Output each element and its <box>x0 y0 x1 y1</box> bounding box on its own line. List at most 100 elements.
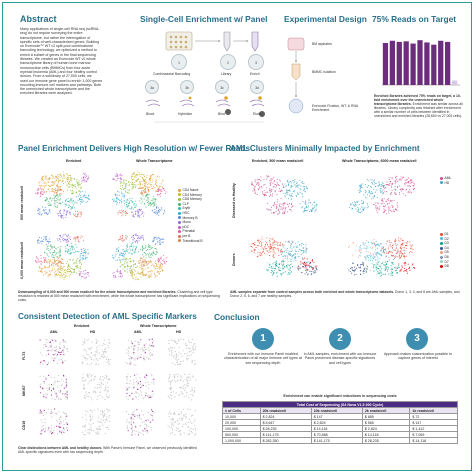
feature-point <box>90 358 92 360</box>
feature-point <box>56 345 58 347</box>
umap-point <box>51 174 53 176</box>
umap-point <box>262 251 264 254</box>
umap-point <box>63 175 65 177</box>
feature-point <box>84 380 86 382</box>
umap-point <box>373 256 375 259</box>
umap-point <box>49 260 51 262</box>
umap-point <box>392 210 394 213</box>
umap-point <box>129 198 131 200</box>
feature-point <box>89 414 91 416</box>
umap-point <box>289 270 291 272</box>
umap-point <box>58 250 60 252</box>
umap-point <box>409 244 411 246</box>
umap-point <box>278 248 280 250</box>
umap-point <box>55 180 57 182</box>
feature-point <box>55 393 57 395</box>
umap-point <box>65 248 67 250</box>
legend-label: CD8 Memory <box>182 197 202 202</box>
umap-point <box>154 200 156 202</box>
umap-point <box>81 275 84 278</box>
feature-point <box>88 423 90 425</box>
umap-point <box>261 185 263 187</box>
umap-point <box>53 257 55 259</box>
umap-point <box>87 179 89 181</box>
umap-point <box>278 184 280 186</box>
umap-point <box>138 212 140 214</box>
umap-point <box>152 252 154 254</box>
conclusion-2-badge: 2 <box>329 328 351 350</box>
feature-point <box>51 425 53 427</box>
umap-point <box>359 266 361 268</box>
umap-point <box>377 203 379 205</box>
umap-aml-enriched-disease <box>251 175 318 215</box>
umap-point <box>48 249 50 251</box>
feature-point <box>58 346 60 348</box>
feature-point <box>100 379 102 381</box>
umap-point <box>286 180 289 182</box>
feature-point <box>61 359 64 361</box>
umap-point <box>40 179 42 182</box>
legend-swatch <box>440 260 443 264</box>
umap-point <box>44 267 46 269</box>
umap-point <box>142 174 144 176</box>
feature-point <box>104 356 106 358</box>
umap-point <box>389 199 391 201</box>
umap-point <box>59 210 61 212</box>
feature-point <box>186 355 188 357</box>
umap-point <box>51 188 53 190</box>
umap-point <box>383 264 385 266</box>
umap-point <box>81 177 83 179</box>
feature-point <box>188 347 190 349</box>
umap-point <box>310 202 312 204</box>
umap-point <box>60 246 62 248</box>
feature-point <box>132 383 134 385</box>
umap-point <box>69 211 71 213</box>
umap-point <box>372 258 375 260</box>
umap-point <box>379 254 381 256</box>
umap-point <box>122 236 124 238</box>
feature-point <box>186 376 188 379</box>
umap-point <box>269 184 271 186</box>
feature-point <box>186 358 188 360</box>
umap-point <box>273 261 275 263</box>
umap-point <box>273 251 275 253</box>
umap-point <box>137 213 139 215</box>
umap-point <box>279 242 281 244</box>
umap-point <box>268 249 271 251</box>
feature-point <box>189 421 192 423</box>
umap-point <box>376 254 378 256</box>
feature-point <box>178 418 181 420</box>
umap-point <box>113 198 115 200</box>
feature-point <box>134 433 136 436</box>
umap-point <box>132 173 134 176</box>
umap-point <box>152 240 155 243</box>
feature-point <box>104 413 106 415</box>
feature-point <box>188 418 191 420</box>
umap-point <box>138 179 140 181</box>
umap-point <box>386 203 388 205</box>
umap-point <box>87 253 89 255</box>
umap-point <box>129 249 131 251</box>
feature-point <box>137 346 139 348</box>
feature-point <box>42 428 44 431</box>
umap-point <box>139 214 141 216</box>
conclusion-3-badge: 3 <box>406 328 428 350</box>
umap-point <box>85 273 87 275</box>
umap-point <box>125 186 127 189</box>
umap-point <box>363 268 365 271</box>
umap-point <box>40 188 42 190</box>
feature-point <box>180 338 182 340</box>
feature-point <box>104 421 106 423</box>
umap-point <box>411 264 413 266</box>
feature-point <box>86 363 88 365</box>
umap-point <box>156 207 158 209</box>
umap-point <box>360 206 363 208</box>
umap-point <box>49 248 51 250</box>
umap-point <box>132 179 134 181</box>
abstract-line: encoding immune cell markers and pathway… <box>20 82 102 87</box>
umap-point <box>48 238 50 240</box>
umap-point <box>366 207 368 209</box>
feature-point <box>39 375 41 377</box>
feature-point <box>126 379 128 381</box>
umap-point <box>312 271 314 273</box>
